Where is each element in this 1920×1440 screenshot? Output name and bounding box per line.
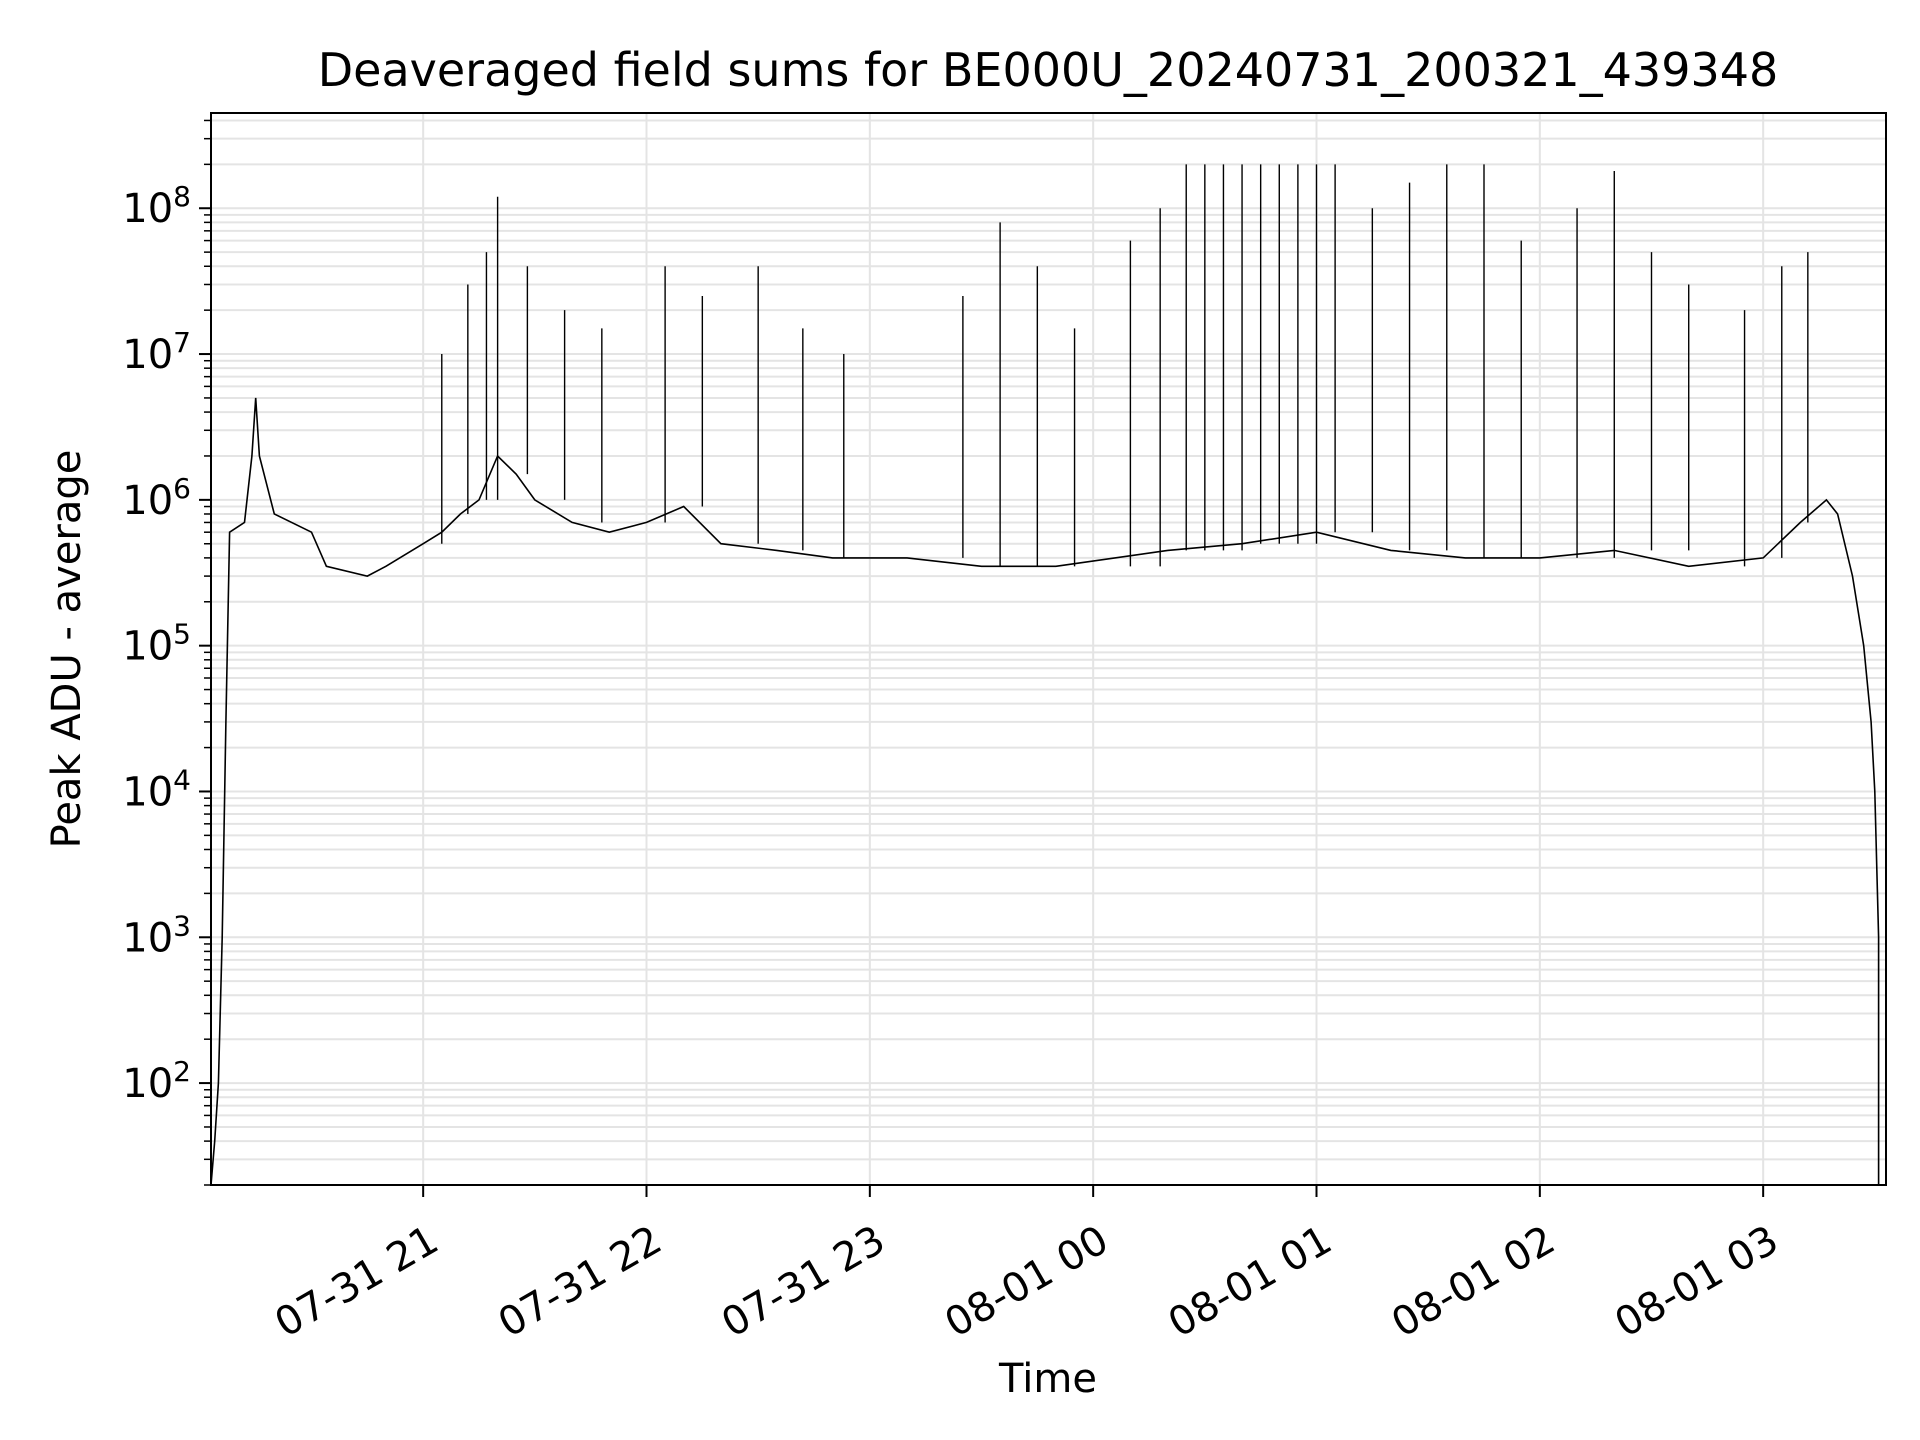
grid-lines	[211, 113, 1886, 1186]
chart-title: Deaveraged field sums for BE000U_2024073…	[318, 43, 1779, 97]
y-axis-label: Peak ADU - average	[44, 450, 90, 849]
y-tick-label: 108	[122, 180, 191, 232]
y-tick-label: 102	[122, 1055, 191, 1107]
series-layer	[210, 164, 1880, 1186]
y-tick-label: 105	[122, 618, 191, 670]
x-axis-label: Time	[998, 1356, 1097, 1402]
y-tick-label: 107	[122, 326, 191, 378]
y-tick-label: 104	[122, 763, 191, 815]
y-tick-label: 103	[122, 909, 191, 961]
y-axis-ticks: 102 103 104 105 106 107 108	[122, 119, 211, 1186]
y-tick-label: 106	[122, 472, 191, 524]
plot-frame	[210, 112, 1887, 1186]
